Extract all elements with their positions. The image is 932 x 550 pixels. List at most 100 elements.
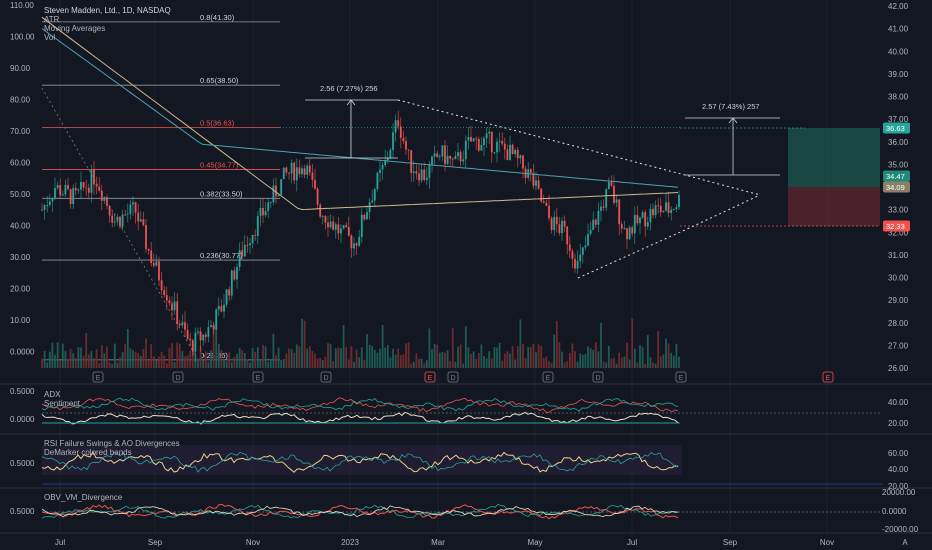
candle-body [100,190,103,201]
volume-bar [181,351,184,368]
candle-body [124,214,127,216]
time-axis-tick: May [527,538,542,547]
candle-body [646,222,649,227]
candle-body [459,152,462,162]
volume-bar [301,318,303,368]
volume-bar [574,351,576,368]
price-tag [883,122,910,134]
volume-bar [207,361,210,368]
candle-body [345,225,348,228]
volume-bar [509,353,511,368]
symbol-title[interactable]: Steven Madden, Ltd., 1D, NASDAQ [44,6,171,15]
indicator-line [41,411,679,425]
volume-bar [184,356,186,368]
volume-bar [293,352,296,368]
indicator-rsi-failure[interactable]: RSI Failure Swings & AO Divergences [44,439,180,448]
volume-bar [402,354,405,368]
target-zone[interactable] [788,128,880,187]
indicator-adx[interactable]: ADX [44,390,61,399]
grid-lines [59,0,828,533]
volume-bar [225,361,228,368]
volume-bar [433,343,436,368]
indicator-sentiment[interactable]: Sentiment [44,399,81,408]
fib-label: 0.236(30.77) [200,251,243,260]
event-marker[interactable] [172,371,184,383]
stop-zone[interactable] [788,187,880,226]
indicator-vol[interactable]: Vol [44,33,56,42]
event-marker[interactable] [592,371,604,383]
candle-body [659,205,662,213]
event-marker[interactable] [252,371,264,383]
volume-bar [80,347,82,368]
candle-body [173,301,176,311]
candle-body [350,235,353,249]
price-tags: 36.63 34.47 34.09 32.33 [883,122,910,232]
event-marker[interactable] [675,371,687,383]
time-axis[interactable]: Jul Sep Nov 2023 Mar May Jul Sep Nov A [55,538,908,547]
candle-body [558,224,561,234]
obv-legend[interactable]: OBV_VM_Divergence [44,493,122,502]
candle-body [204,334,207,337]
indicator-atr[interactable]: ATR [44,15,60,24]
right-axis-tick: 37.00 [888,115,909,124]
volume-bar [272,333,275,368]
candle-body [399,126,402,138]
candle-body [483,138,485,146]
volume-bar [527,346,530,368]
candle-body [639,217,641,224]
candle-body [584,245,587,248]
indicator-line [41,451,679,473]
volume-bar [282,359,285,368]
candle-body [358,236,361,246]
volume-bar [410,363,413,368]
candle-body [654,205,657,216]
volume-bar [64,350,67,368]
candle-body [163,290,166,296]
event-marker[interactable] [320,371,332,383]
right-axis-tick: 30.00 [888,274,909,283]
volume-bar [431,349,433,368]
indicator-axis-tick: 0.0000 [10,415,35,424]
indicator-demarker[interactable]: DeMarker colored bands [44,448,132,457]
left-price-axis[interactable]: 110.00 100.00 90.00 80.00 70.00 60.00 50.00 40.… [10,1,35,516]
indicator-obv[interactable]: OBV_VM_Divergence [44,493,123,502]
moving-average-long [41,16,679,211]
candle-body [282,167,285,179]
candle-body [298,167,301,175]
time-axis-tick: Jul [627,538,637,547]
volume-bar [308,346,311,368]
fib-label: 0.45(34.77) [200,161,239,170]
candle-body [592,219,595,230]
volume-bar [441,352,444,368]
candle-body [254,235,257,236]
event-marker[interactable] [424,371,436,383]
candle-body [589,229,592,234]
time-axis-tick: Mar [431,538,445,547]
adx-legend[interactable]: ADX Sentiment [44,390,80,408]
volume-bar [321,360,324,368]
event-marker[interactable] [92,371,104,383]
indicator-moving-averages[interactable]: Moving Averages [44,24,106,33]
volume-bar [428,328,431,368]
main-legend[interactable]: Steven Madden, Ltd., 1D, NASDAQ ATR Movi… [44,6,171,42]
time-axis-tick: Sep [723,538,738,547]
time-axis-tick: 2023 [341,538,359,547]
volume-bar [662,354,665,368]
rsi-legend[interactable]: RSI Failure Swings & AO Divergences DeMa… [44,439,180,457]
event-marker[interactable] [822,371,834,383]
volume-bar [678,356,680,368]
volume-bar [129,348,132,368]
volume-bar [623,356,626,368]
event-marker[interactable] [542,371,554,383]
volume-bar [360,347,363,368]
volume-bar [438,352,441,368]
volume-bar [277,347,280,368]
volume-bar [314,353,316,368]
trend-line[interactable] [41,87,196,356]
volume-bar [555,320,558,368]
event-marker[interactable] [447,371,459,383]
volume-bar [147,359,150,368]
volume-bar [119,357,121,368]
